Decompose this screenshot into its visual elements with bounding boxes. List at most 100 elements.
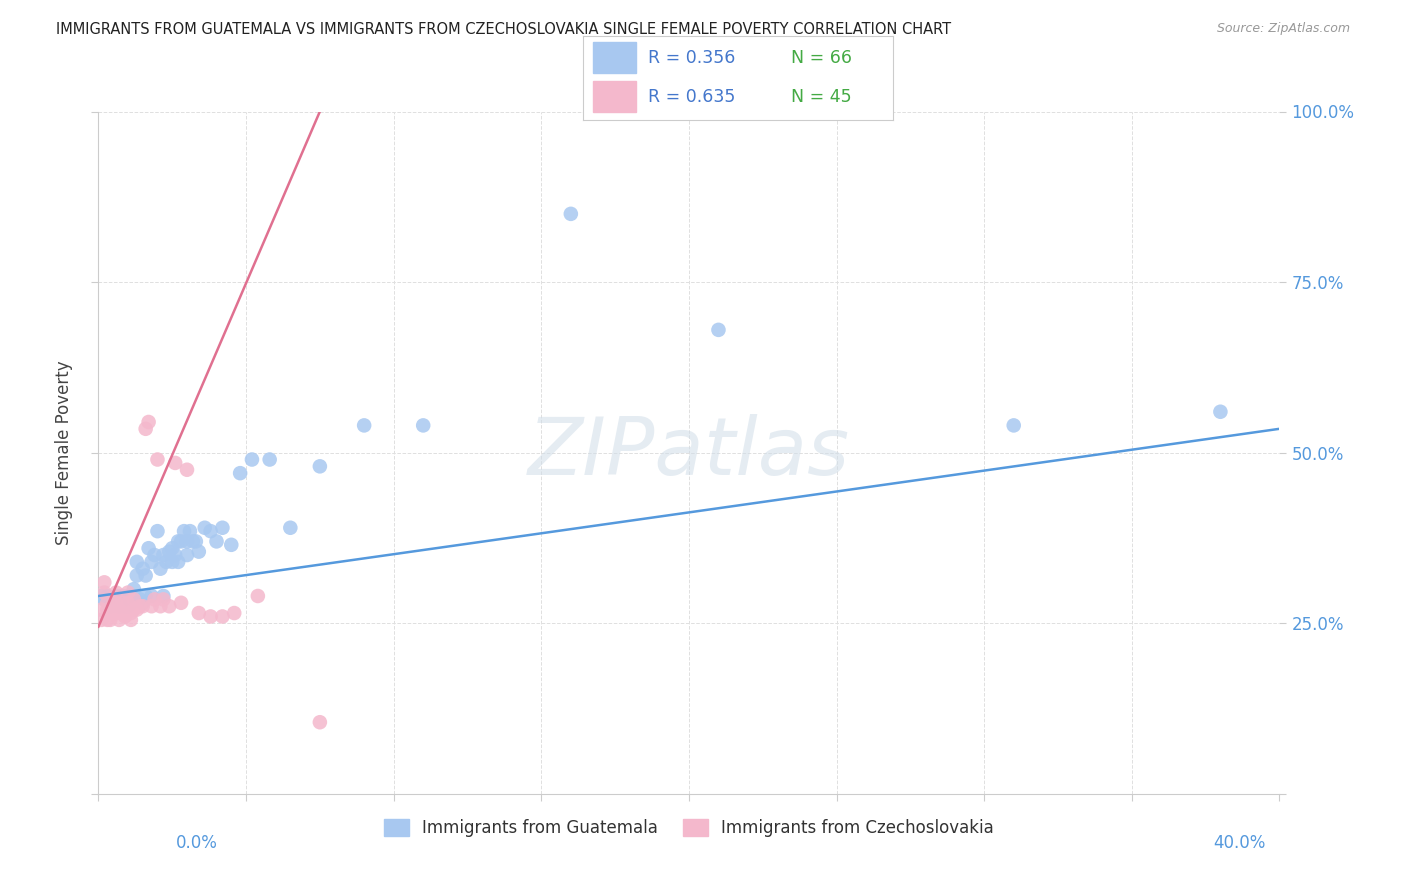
Text: 40.0%: 40.0% bbox=[1213, 834, 1265, 852]
Point bbox=[117, 589, 139, 603]
Point bbox=[96, 589, 118, 603]
Point bbox=[560, 207, 582, 221]
Point bbox=[135, 589, 157, 603]
Point bbox=[111, 596, 134, 610]
Point bbox=[187, 606, 209, 620]
Point bbox=[246, 589, 269, 603]
Point bbox=[117, 585, 139, 599]
Point bbox=[707, 323, 730, 337]
Point bbox=[146, 524, 169, 538]
Point bbox=[162, 555, 183, 569]
Point bbox=[111, 589, 134, 603]
Point bbox=[125, 602, 148, 616]
Point bbox=[105, 606, 128, 620]
Point bbox=[111, 596, 134, 610]
Point bbox=[170, 596, 193, 610]
Point bbox=[122, 592, 145, 607]
Point bbox=[353, 418, 375, 433]
Point bbox=[96, 596, 118, 610]
Point bbox=[176, 463, 198, 477]
Point bbox=[173, 524, 195, 538]
Point bbox=[135, 568, 157, 582]
Point bbox=[90, 589, 112, 603]
Legend: Immigrants from Guatemala, Immigrants from Czechoslovakia: Immigrants from Guatemala, Immigrants fr… bbox=[377, 812, 1001, 844]
Point bbox=[105, 596, 128, 610]
Point bbox=[176, 534, 198, 549]
Point bbox=[152, 589, 174, 603]
Point bbox=[138, 415, 160, 429]
Point bbox=[117, 599, 139, 614]
Point bbox=[211, 609, 233, 624]
Point bbox=[157, 599, 180, 614]
Y-axis label: Single Female Poverty: Single Female Poverty bbox=[55, 360, 73, 545]
Point bbox=[120, 613, 142, 627]
Point bbox=[141, 589, 163, 603]
Point bbox=[200, 524, 222, 538]
Point bbox=[114, 592, 136, 607]
Point bbox=[105, 589, 128, 603]
Point bbox=[103, 596, 125, 610]
Point bbox=[167, 534, 190, 549]
Point bbox=[120, 606, 142, 620]
Point bbox=[128, 599, 150, 614]
Point bbox=[105, 585, 128, 599]
Point bbox=[125, 555, 148, 569]
Point bbox=[105, 596, 128, 610]
Point bbox=[149, 562, 172, 576]
Point bbox=[221, 538, 243, 552]
Point bbox=[152, 592, 174, 607]
Point bbox=[111, 606, 134, 620]
Point bbox=[117, 596, 139, 610]
Text: R = 0.356: R = 0.356 bbox=[648, 49, 735, 67]
Point bbox=[1002, 418, 1025, 433]
Point bbox=[143, 592, 166, 607]
Text: IMMIGRANTS FROM GUATEMALA VS IMMIGRANTS FROM CZECHOSLOVAKIA SINGLE FEMALE POVERT: IMMIGRANTS FROM GUATEMALA VS IMMIGRANTS … bbox=[56, 22, 952, 37]
Point bbox=[412, 418, 434, 433]
Point bbox=[98, 613, 121, 627]
Point bbox=[205, 534, 228, 549]
Point bbox=[179, 524, 201, 538]
Point bbox=[122, 602, 145, 616]
Point bbox=[187, 544, 209, 558]
Point bbox=[141, 555, 163, 569]
Point bbox=[184, 534, 207, 549]
Point bbox=[1209, 405, 1232, 419]
Point bbox=[132, 599, 155, 614]
Text: N = 66: N = 66 bbox=[790, 49, 852, 67]
Text: N = 45: N = 45 bbox=[790, 87, 852, 105]
Point bbox=[96, 613, 118, 627]
Point bbox=[120, 589, 142, 603]
Point bbox=[152, 548, 174, 562]
Point bbox=[211, 521, 233, 535]
Point bbox=[165, 548, 187, 562]
Point bbox=[259, 452, 281, 467]
Point bbox=[224, 606, 246, 620]
Point bbox=[103, 606, 125, 620]
Point bbox=[309, 715, 332, 730]
Point bbox=[108, 592, 131, 607]
Point bbox=[309, 459, 332, 474]
Point bbox=[96, 602, 118, 616]
Point bbox=[143, 548, 166, 562]
Point bbox=[176, 548, 198, 562]
Point bbox=[157, 544, 180, 558]
Point bbox=[240, 452, 263, 467]
Point bbox=[90, 602, 112, 616]
Point bbox=[138, 541, 160, 556]
Point bbox=[200, 609, 222, 624]
Point bbox=[108, 599, 131, 614]
Point bbox=[93, 585, 115, 599]
Point bbox=[167, 555, 190, 569]
FancyBboxPatch shape bbox=[593, 43, 636, 73]
Point bbox=[162, 541, 183, 556]
Point bbox=[122, 592, 145, 607]
FancyBboxPatch shape bbox=[593, 81, 636, 112]
Point bbox=[90, 613, 112, 627]
Text: Source: ZipAtlas.com: Source: ZipAtlas.com bbox=[1216, 22, 1350, 36]
Point bbox=[181, 534, 204, 549]
Point bbox=[93, 592, 115, 607]
Point bbox=[165, 456, 187, 470]
Text: R = 0.635: R = 0.635 bbox=[648, 87, 735, 105]
Point bbox=[108, 613, 131, 627]
Point bbox=[120, 596, 142, 610]
